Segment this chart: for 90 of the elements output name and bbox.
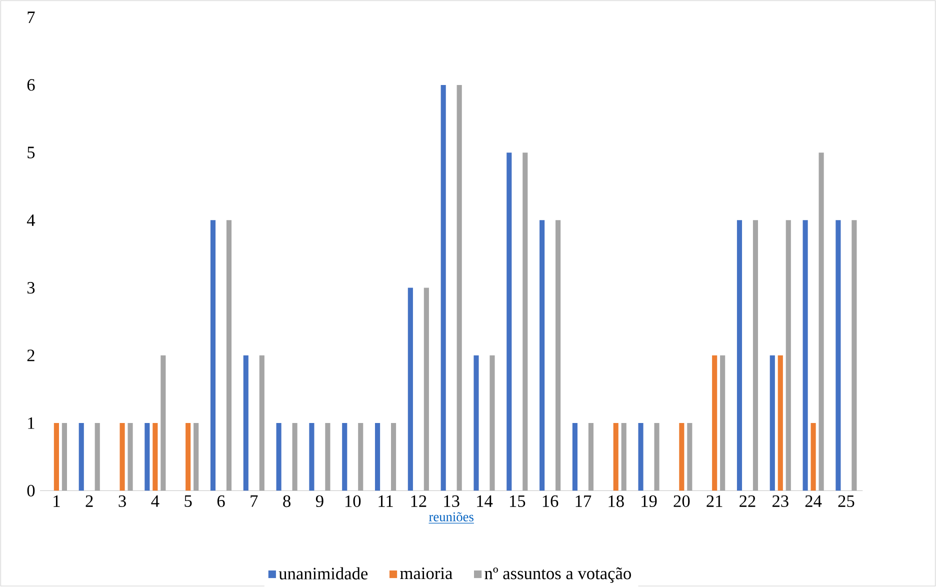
x-tick-label: 22: [740, 496, 756, 508]
x-tick-label: 16: [542, 496, 558, 508]
x-tick-label: 23: [772, 496, 788, 508]
x-tick-label: 13: [444, 496, 460, 508]
x-tick-label: 7: [250, 496, 258, 507]
bar: [342, 423, 348, 491]
bar: [522, 152, 528, 491]
bar: [474, 356, 479, 491]
bar: [778, 356, 783, 491]
bar: [818, 152, 824, 491]
x-tick-label: 5: [184, 496, 192, 508]
y-tick-label: 1: [28, 417, 34, 429]
bar: [144, 423, 150, 491]
y-tick-label: 2: [27, 350, 34, 362]
bar: [810, 423, 816, 491]
bar: [679, 423, 684, 491]
bar: [325, 423, 330, 491]
bar: [259, 356, 264, 491]
x-tick-label: 3: [118, 496, 126, 508]
bar: [54, 423, 59, 491]
bar: [358, 423, 364, 491]
bar: [588, 423, 594, 491]
bar: [160, 356, 166, 491]
x-tick-label: 19: [642, 496, 657, 508]
bar: [802, 220, 808, 491]
x-tick-label: 21: [706, 496, 722, 508]
bar: [424, 288, 429, 491]
bar: [836, 220, 841, 491]
x-tick-label: 12: [411, 496, 426, 508]
x-tick-label: 18: [608, 496, 624, 508]
x-tick-label: 10: [345, 496, 361, 508]
x-tick-label: 9: [316, 496, 324, 508]
bar: [736, 220, 742, 491]
bar: [408, 288, 413, 491]
bar: [712, 356, 718, 491]
x-tick-label: 14: [477, 496, 493, 507]
bar: [309, 423, 314, 491]
bar: [120, 423, 125, 491]
legend-label: unanimidade: [278, 567, 368, 580]
bar: [210, 220, 216, 491]
x-tick-label: 25: [838, 496, 854, 508]
y-tick-label: 6: [27, 79, 35, 91]
bar: [94, 423, 100, 491]
bar: [456, 85, 462, 491]
x-tick-label: 8: [283, 496, 290, 508]
x-tick-label: 1: [54, 496, 60, 507]
x-axis-title: reuniões: [429, 512, 474, 522]
y-tick-label: 0: [27, 484, 35, 497]
bar: [770, 356, 775, 491]
x-tick-label: 11: [378, 496, 393, 507]
x-tick-label: 15: [510, 496, 526, 508]
bar: [720, 356, 726, 491]
legend-label: maioria: [400, 568, 452, 580]
bar: [621, 423, 626, 491]
y-tick-label: 7: [28, 12, 35, 24]
bar: [390, 423, 396, 491]
bar: [613, 423, 618, 491]
bar: [490, 356, 495, 491]
bar: [152, 423, 158, 491]
bar: [687, 423, 692, 491]
legend-label: nº assuntos a votação: [484, 568, 631, 583]
bar: [226, 220, 232, 491]
x-tick-label: 20: [674, 496, 690, 508]
x-tick-label: 4: [151, 496, 160, 507]
x-tick-label: 17: [576, 496, 592, 507]
bar: [654, 423, 660, 491]
y-tick-label: 5: [28, 146, 35, 158]
bar: [506, 152, 512, 491]
bar: [276, 423, 282, 491]
bar: [243, 356, 248, 491]
bar: [540, 220, 545, 491]
bar: [638, 423, 644, 491]
x-tick-label: 6: [217, 496, 225, 508]
bar: [78, 423, 84, 491]
bar: [440, 85, 446, 491]
x-tick-label: 24: [805, 496, 822, 508]
bar: [194, 423, 199, 491]
x-tick-label: 2: [86, 496, 93, 508]
y-tick-label: 3: [27, 282, 35, 294]
y-tick-label: 4: [26, 214, 36, 226]
bar: [62, 423, 67, 491]
bar: [186, 423, 191, 491]
bar: [292, 423, 298, 491]
bar: [572, 423, 578, 491]
bar: [786, 220, 791, 491]
bar: [752, 220, 758, 491]
bar: [128, 423, 133, 491]
bar: [374, 423, 380, 491]
bar: [852, 220, 857, 491]
bar: [556, 220, 561, 491]
